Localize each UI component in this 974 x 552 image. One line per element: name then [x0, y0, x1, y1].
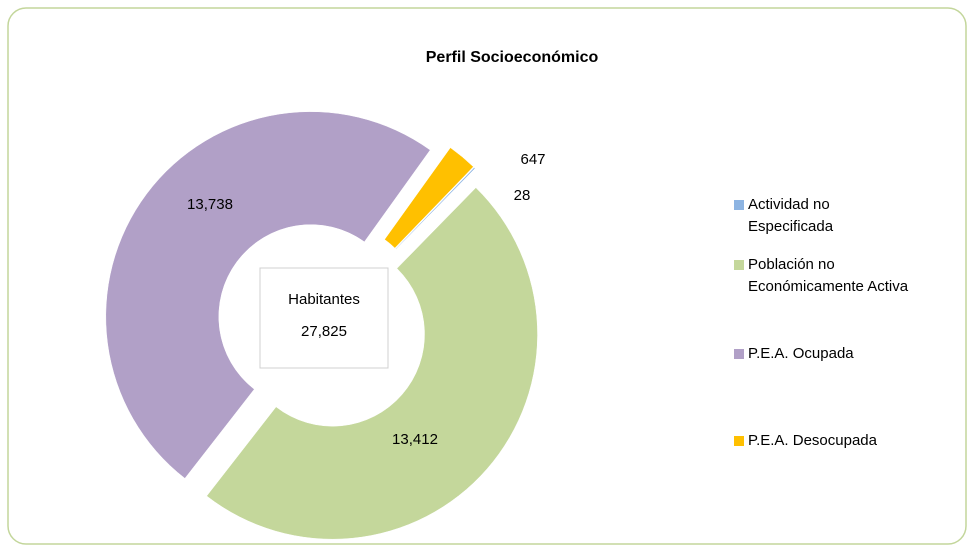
center-value: 27,825	[301, 323, 347, 340]
legend-label: Actividad no Especificada	[748, 196, 834, 235]
legend-label: P.E.A. Ocupada	[748, 345, 854, 362]
donut-slice	[384, 147, 474, 249]
legend-label: P.E.A. Desocupada	[748, 432, 877, 449]
data-label: 647	[520, 151, 545, 168]
legend-swatch	[734, 436, 744, 446]
legend-swatch	[734, 200, 744, 210]
legend-swatch	[734, 260, 744, 270]
donut-slice	[206, 187, 538, 540]
chart-title: Perfil Socioeconómico	[426, 49, 599, 66]
center-box	[259, 267, 389, 369]
donut-slice	[395, 167, 476, 250]
legend-label: Población no Económicamente Activa	[748, 256, 909, 295]
legend-swatch	[734, 349, 744, 359]
data-label: 28	[514, 187, 531, 204]
data-label: 13,738	[187, 196, 233, 213]
data-label: 13,412	[392, 431, 438, 448]
donut-slice	[105, 111, 431, 479]
center-label: Habitantes	[288, 291, 360, 308]
